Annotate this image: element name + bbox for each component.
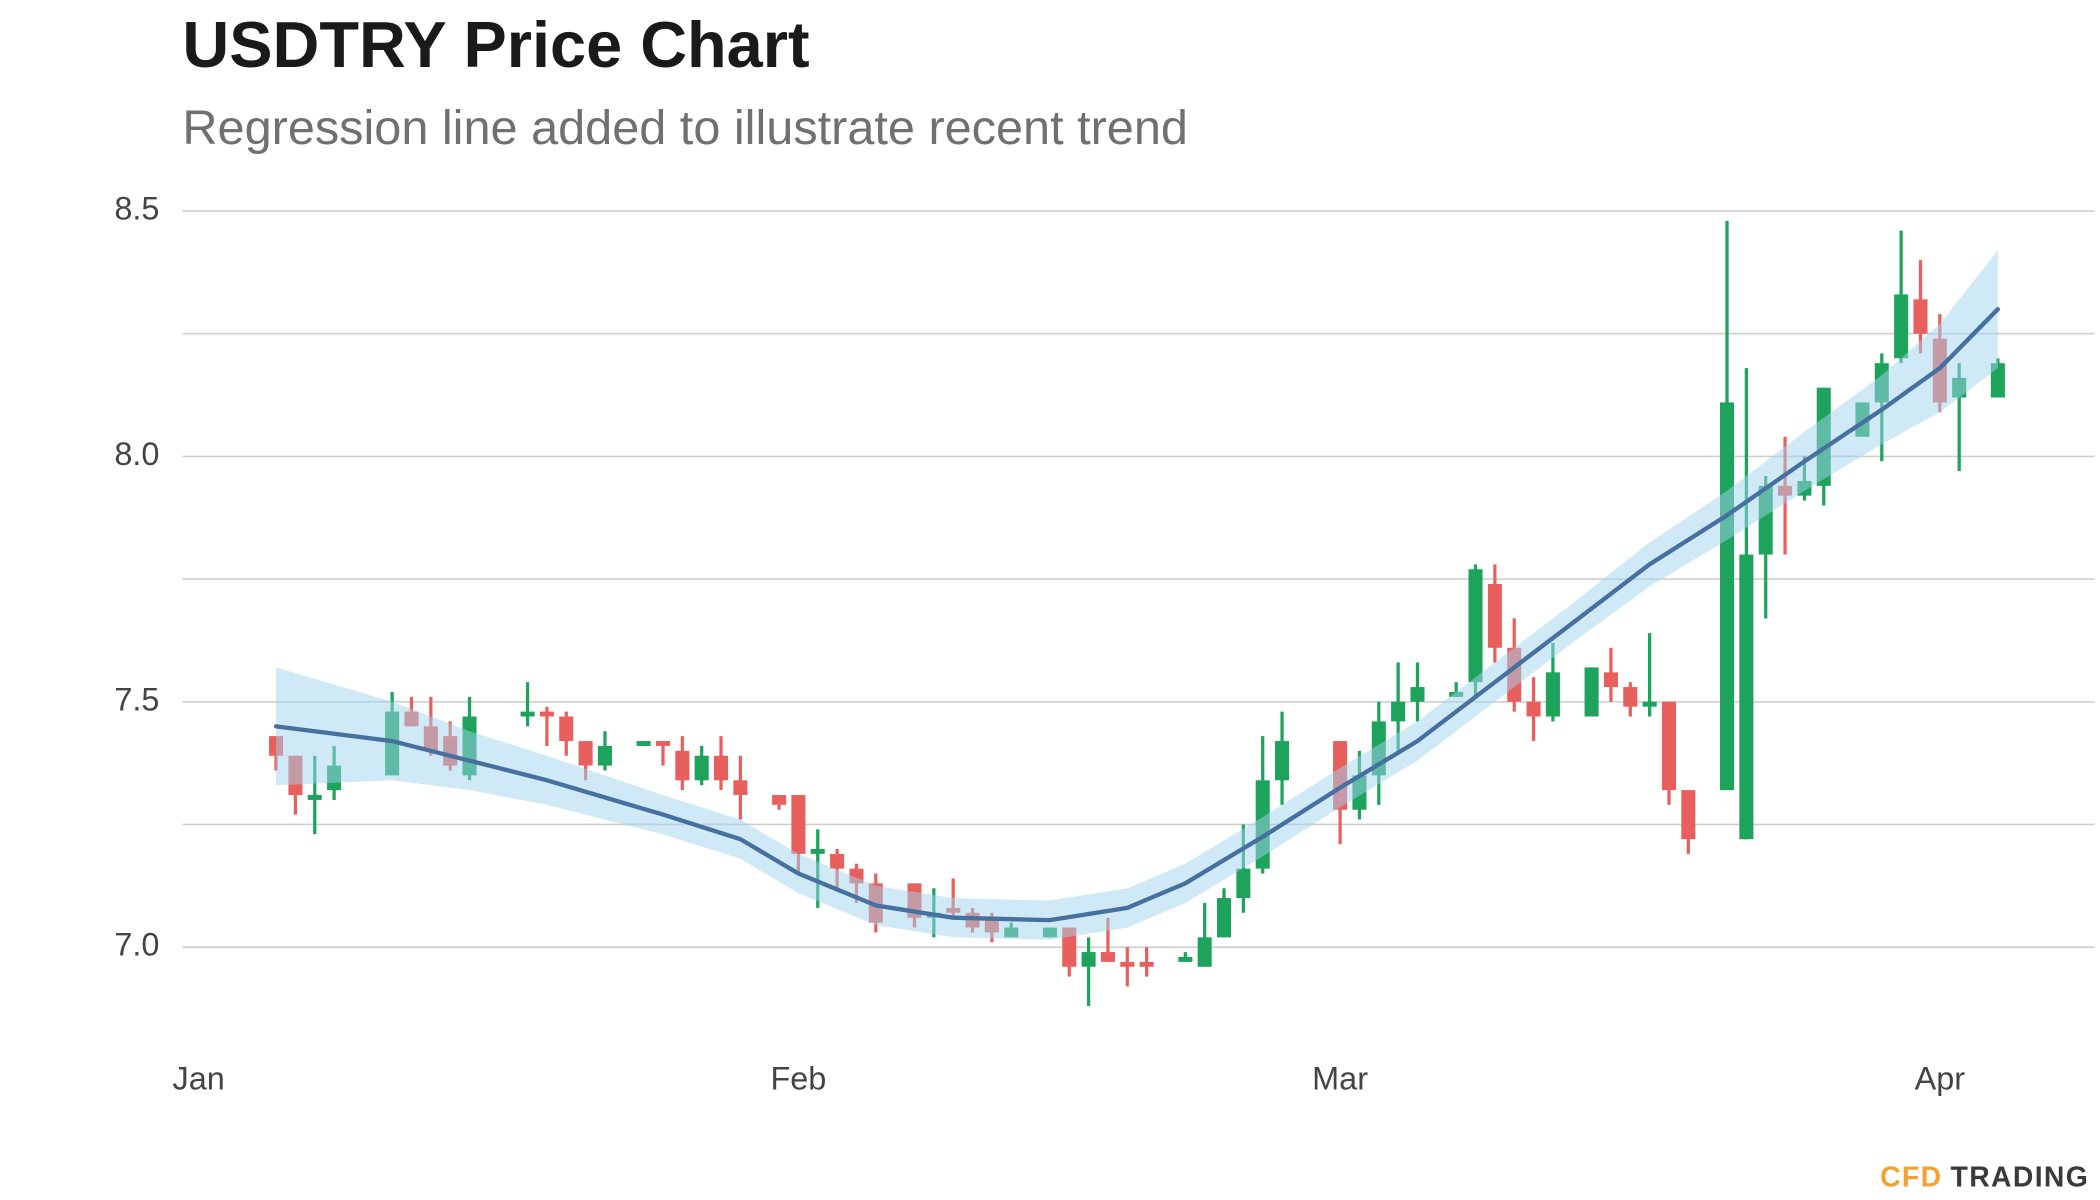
- x-tick-label: Apr: [1915, 1061, 1966, 1097]
- candle: [1894, 230, 1909, 364]
- candle-body: [1178, 956, 1193, 962]
- candle: [1197, 902, 1212, 967]
- candle: [1913, 260, 1928, 354]
- candle: [1642, 633, 1657, 717]
- grid: [182, 210, 2095, 948]
- candle-body: [810, 849, 825, 854]
- candle: [539, 706, 554, 746]
- candle-body: [1719, 402, 1735, 791]
- candle-body: [1584, 667, 1599, 717]
- candle: [1584, 667, 1599, 717]
- candle: [694, 745, 709, 786]
- candle: [1990, 358, 2005, 398]
- y-tick-label: 8.5: [114, 191, 159, 227]
- candle-body: [694, 755, 709, 781]
- candle-body: [1623, 687, 1638, 707]
- candle-body: [1487, 583, 1502, 648]
- candle-body: [1642, 701, 1657, 707]
- candle-body: [655, 741, 671, 746]
- candle: [1468, 564, 1483, 697]
- candle: [1623, 682, 1638, 717]
- candle-body: [1197, 937, 1212, 967]
- candle-body: [772, 795, 787, 805]
- candle-body: [1468, 569, 1483, 683]
- candle-body: [539, 711, 554, 717]
- candle-body: [1275, 741, 1290, 781]
- candle-body: [830, 853, 845, 869]
- regression-line: [273, 307, 2000, 923]
- y-tick-label: 7.0: [114, 927, 159, 963]
- brand-text: TRADING: [1951, 1161, 2090, 1193]
- candle-body: [1391, 701, 1406, 722]
- candle-body: [1216, 898, 1232, 938]
- candle-body: [1236, 868, 1251, 899]
- candle-body: [578, 741, 593, 766]
- candle-body: [520, 711, 535, 717]
- candle: [1661, 701, 1677, 805]
- candle-body: [1526, 701, 1541, 717]
- candle-body: [1120, 961, 1135, 967]
- candle-body: [733, 780, 748, 796]
- candle-body: [1913, 299, 1928, 334]
- candle-body: [1139, 961, 1154, 967]
- candle-body: [1739, 554, 1754, 840]
- candle-body: [1661, 701, 1677, 791]
- candle: [1410, 662, 1425, 722]
- candle: [1275, 711, 1290, 805]
- chart-title: USDTRY Price Chart: [182, 8, 809, 81]
- chart-subtitle: Regression line added to illustrate rece…: [182, 101, 1188, 155]
- candle-body: [307, 795, 322, 800]
- y-tick-label: 8.0: [114, 436, 159, 472]
- candle-body: [1062, 927, 1077, 967]
- brand-accent: CFD: [1880, 1161, 1942, 1193]
- candle: [1739, 368, 1754, 840]
- candle-body: [713, 755, 729, 781]
- candle: [520, 682, 535, 727]
- candle: [1081, 937, 1096, 1007]
- candle-body: [1100, 952, 1115, 962]
- candle: [1487, 564, 1502, 663]
- candle: [1178, 952, 1193, 962]
- candle-body: [1545, 672, 1560, 717]
- candle: [1681, 790, 1696, 854]
- candle: [655, 741, 671, 766]
- candle: [1526, 677, 1541, 742]
- candle: [636, 741, 651, 746]
- x-tick-label: Mar: [1312, 1061, 1368, 1097]
- candle-body: [636, 741, 651, 746]
- candle: [1139, 947, 1154, 977]
- x-tick-label: Jan: [173, 1061, 225, 1097]
- y-tick-label: 7.5: [114, 681, 159, 717]
- candle: [1216, 888, 1232, 938]
- candle-body: [1603, 672, 1618, 688]
- candle: [597, 731, 612, 771]
- candle-body: [675, 750, 690, 781]
- candle: [675, 736, 690, 791]
- candle-body: [1410, 687, 1425, 702]
- candle: [1120, 947, 1135, 987]
- candle: [772, 795, 787, 810]
- candle-body: [559, 716, 574, 742]
- candle: [713, 736, 729, 791]
- candle-body: [1990, 363, 2005, 398]
- candle-body: [597, 745, 612, 766]
- candle-body: [791, 795, 806, 854]
- candle: [559, 711, 574, 756]
- candle: [733, 755, 748, 820]
- x-tick-label: Feb: [770, 1061, 826, 1097]
- candle: [1603, 647, 1618, 702]
- brand-logo: CFD TRADING: [1880, 1161, 2089, 1193]
- candle-body: [1681, 790, 1696, 840]
- candle-body: [1081, 952, 1096, 967]
- candle-body: [1894, 294, 1909, 359]
